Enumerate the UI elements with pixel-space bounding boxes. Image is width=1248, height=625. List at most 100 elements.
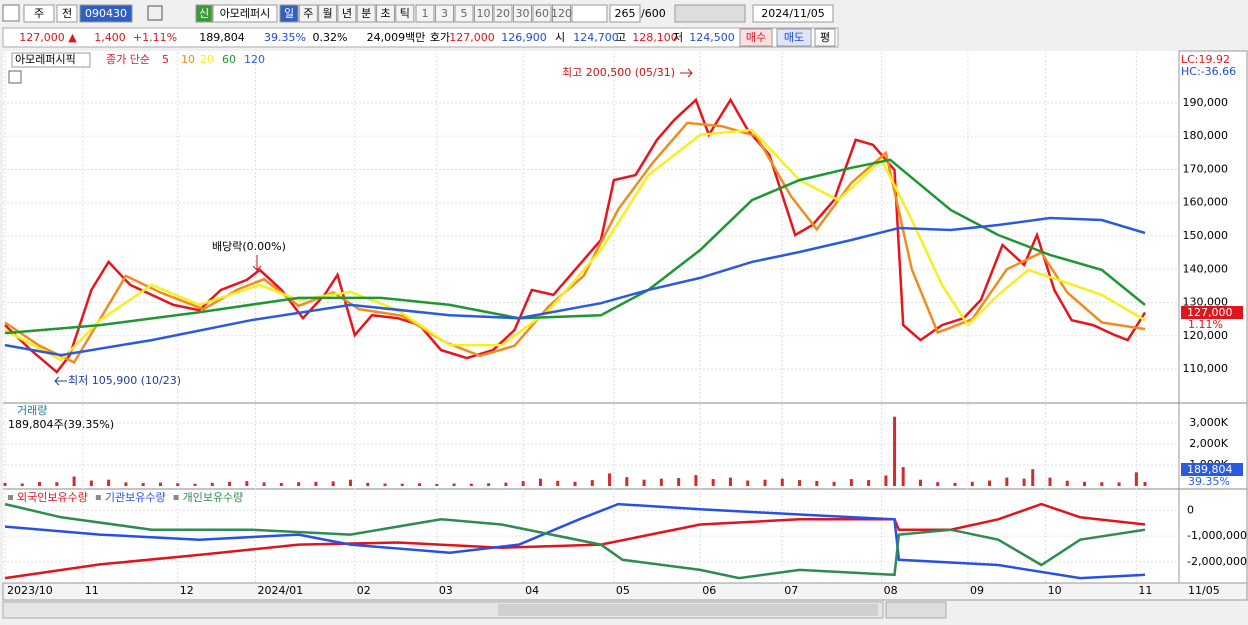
- buy-button[interactable]: 매수: [746, 31, 766, 44]
- legend-entry: 10: [181, 53, 195, 66]
- interval-button-box[interactable]: [513, 4, 532, 23]
- x-tick-label: 12: [180, 584, 194, 597]
- date-input[interactable]: 2024/11/05: [761, 7, 824, 20]
- volume-bar: [124, 482, 128, 486]
- arrow: [680, 68, 693, 78]
- count-input[interactable]: 265: [615, 7, 636, 20]
- period-button[interactable]: 월: [323, 7, 333, 20]
- x-tick-label: 08: [884, 584, 898, 597]
- volume-bar: [1134, 472, 1138, 486]
- period-button[interactable]: 일: [284, 6, 294, 20]
- last-price: 127,000: [1187, 306, 1233, 319]
- avg-button[interactable]: 평: [820, 31, 830, 44]
- y-tick-label: 150,000: [1183, 229, 1229, 242]
- date-input-box[interactable]: [752, 4, 834, 23]
- legend-marker: [8, 495, 13, 500]
- menu-icon[interactable]: [2, 4, 20, 22]
- volume-rate: 39.35%: [1188, 475, 1230, 488]
- interval-button[interactable]: 10: [477, 7, 491, 20]
- interval-button-box[interactable]: [435, 4, 454, 23]
- interval-button-box[interactable]: [552, 4, 571, 23]
- info-quote-label: 호가: [430, 31, 450, 44]
- volume-bar: [400, 483, 404, 486]
- volume-bar: [763, 479, 767, 486]
- code-input-box[interactable]: [79, 4, 133, 23]
- prev-button[interactable]: 전: [62, 7, 72, 20]
- code-input[interactable]: 090430: [85, 7, 127, 20]
- volume-bar: [884, 475, 888, 486]
- volume-bar: [210, 482, 214, 486]
- period-button-box[interactable]: [395, 4, 415, 23]
- interval-button[interactable]: 1: [422, 7, 429, 20]
- period-button[interactable]: 분: [361, 7, 371, 20]
- y-tick-label: 190,000: [1183, 96, 1229, 109]
- volume-bar: [141, 483, 145, 486]
- interval-button-box[interactable]: [415, 4, 435, 23]
- period-button[interactable]: 주: [303, 7, 313, 20]
- avg-button-box[interactable]: [814, 28, 836, 47]
- interval-button-box[interactable]: [493, 4, 513, 23]
- info-turnover: 0.32%: [313, 31, 348, 44]
- series-line: [4, 121, 1146, 365]
- volume-bar: [659, 478, 663, 486]
- count-input-box[interactable]: [609, 4, 641, 23]
- new-badge[interactable]: 신: [199, 7, 209, 20]
- period-button-box[interactable]: [298, 4, 318, 23]
- buy-button-box[interactable]: [739, 28, 773, 47]
- period-button[interactable]: 틱: [400, 7, 410, 20]
- volume-bar: [314, 481, 318, 486]
- search-icon[interactable]: [147, 5, 163, 21]
- y-tick-label: 3,000K: [1189, 416, 1228, 429]
- volume-bar: [1005, 477, 1009, 486]
- interval-button[interactable]: 5: [461, 7, 468, 20]
- market-select[interactable]: 주: [34, 7, 44, 20]
- interval-button[interactable]: 20: [496, 7, 510, 20]
- sell-button[interactable]: 매도: [784, 31, 804, 44]
- series-line: [4, 128, 1146, 362]
- period-button-box[interactable]: [376, 4, 395, 23]
- interval-button[interactable]: 30: [516, 7, 530, 20]
- legend-entry: 20: [200, 53, 214, 66]
- table-icon[interactable]: [8, 70, 22, 84]
- stock-name[interactable]: 아모레퍼시: [220, 7, 271, 20]
- prev-button-box[interactable]: [56, 4, 78, 23]
- period-button[interactable]: 초: [380, 7, 390, 20]
- playback-controls[interactable]: [885, 601, 947, 619]
- volume-bar: [918, 479, 922, 486]
- volume-bar: [279, 483, 283, 486]
- x-tick-label: 2024/01: [257, 584, 303, 597]
- interval-button[interactable]: 60: [535, 7, 549, 20]
- legend-prefix: 종가 단순: [106, 53, 150, 66]
- interval-button[interactable]: 3: [441, 7, 448, 20]
- interval-button-box[interactable]: [454, 4, 474, 23]
- period-button-box[interactable]: [318, 4, 338, 23]
- market-select-box[interactable]: [23, 4, 55, 23]
- period-button-box[interactable]: [279, 4, 299, 23]
- period-button-box[interactable]: [337, 4, 357, 23]
- info-rate: +1.11%: [133, 31, 177, 44]
- info-bg: [2, 27, 839, 48]
- scroll-thumb[interactable]: [498, 604, 878, 616]
- stock-name-box[interactable]: [212, 4, 278, 23]
- volume-bar: [590, 480, 594, 486]
- tool-icons[interactable]: [674, 4, 746, 23]
- volume-bar: [3, 482, 7, 486]
- interval-button-box[interactable]: [532, 4, 552, 23]
- sell-button-box[interactable]: [776, 28, 812, 47]
- volume-bar: [297, 482, 301, 486]
- volume-bar: [798, 480, 802, 486]
- volume-bar: [1048, 477, 1052, 486]
- interval-button-box[interactable]: [474, 4, 493, 23]
- price-tag: [1181, 306, 1243, 319]
- arrow: [252, 255, 262, 271]
- y-tick-label: 0: [1187, 503, 1194, 516]
- interval-combo[interactable]: [571, 4, 608, 23]
- new-badge-box[interactable]: [195, 4, 213, 23]
- interval-button[interactable]: 120: [551, 7, 572, 20]
- volume-bar: [832, 481, 836, 486]
- volume-bar: [694, 475, 698, 486]
- period-button-box[interactable]: [356, 4, 376, 23]
- period-button[interactable]: 년: [342, 7, 352, 20]
- x-tick-label: 02: [357, 584, 371, 597]
- info-high-label: 고: [616, 31, 626, 44]
